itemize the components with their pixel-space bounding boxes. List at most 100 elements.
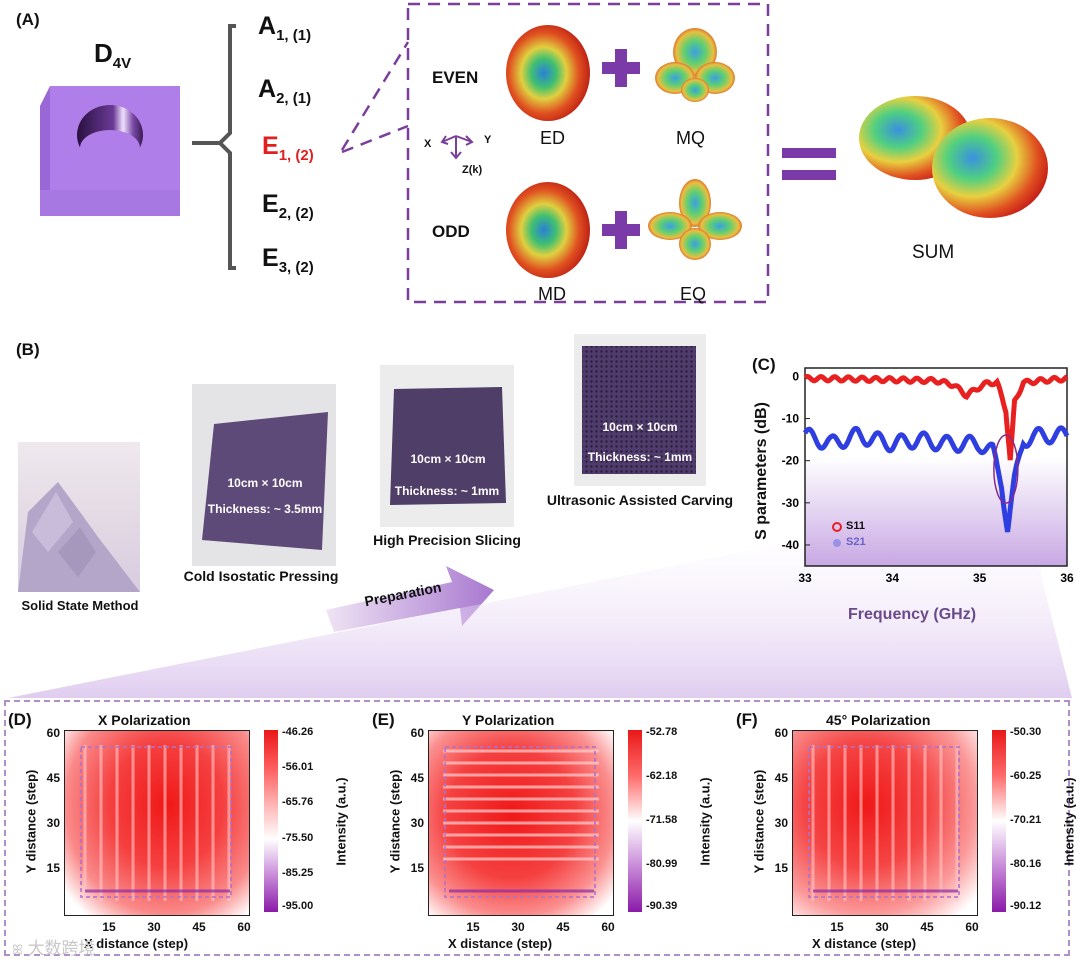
s21-series-line (802, 425, 1070, 533)
plus-icon-bottom (602, 211, 640, 249)
heatmap-plot (64, 730, 250, 916)
heatmap-xtick: 15 (102, 920, 116, 934)
heatmap-panel-letter: (F) (736, 710, 758, 729)
heatmap-colorbar-tick: -80.99 (646, 858, 678, 870)
heatmap-ytick: 45 (774, 771, 788, 785)
heatmap-colorbar (264, 730, 278, 912)
step-slicing-caption: High Precision Slicing (373, 532, 521, 548)
heatmap-xtick: 60 (965, 920, 979, 934)
d4v-unit-cell-illustration (40, 86, 180, 216)
heatmap-colorbar-tick: -95.00 (282, 900, 314, 912)
preparation-arrow (326, 566, 494, 632)
irrep-e2: E2, (2) (262, 190, 314, 222)
heatmap-colorbar-tick: -62.18 (646, 770, 678, 782)
mq-label: MQ (676, 128, 705, 148)
heatmap-panel-frame (4, 700, 1070, 956)
heatmap-ylabel: Y distance (step) (751, 769, 767, 874)
heatmap-colorbar-label: Intensity (a.u.) (1061, 777, 1077, 866)
heatmap-xtick: 45 (192, 920, 206, 934)
irrep-a2: A2, (1) (258, 75, 312, 107)
c-ytick: -10 (782, 412, 800, 426)
pressing-thickness-text: Thickness: ~ 3.5mm (207, 502, 323, 516)
c-ytick: -40 (782, 538, 800, 552)
heatmap-panel-e: (E) Y Polarization 60 45 30 15 15 30 45 60 X dista… (372, 706, 713, 954)
heatmap-ytick: 30 (410, 816, 424, 830)
slicing-size-text: 10cm × 10cm (410, 452, 486, 466)
heatmap-panel-letter: (E) (372, 710, 395, 729)
legend-s21-marker (833, 539, 841, 547)
c-xlabel: Frequency (GHz) (848, 606, 977, 623)
heatmap-xtick: 45 (556, 920, 570, 934)
heatmap-ytick: 60 (410, 726, 424, 740)
heatmap-colorbar-label: Intensity (a.u.) (697, 777, 713, 866)
ed-pattern (506, 25, 590, 121)
heatmap-colorbar-tick: -46.26 (282, 726, 314, 738)
heatmap-xlabel: X distance (step) (84, 936, 189, 951)
heatmap-title: Y Polarization (462, 712, 555, 728)
carving-size-text: 10cm × 10cm (602, 420, 678, 434)
heatmap-plot (792, 730, 978, 916)
step-carving-caption: Ultrasonic Assisted Carving (546, 492, 734, 508)
heatmap-ytick: 30 (774, 816, 788, 830)
plus-icon-top (602, 49, 640, 87)
heatmap-xtick: 60 (237, 920, 251, 934)
group-label: D4V (94, 38, 132, 73)
heatmap-ytick: 45 (46, 771, 60, 785)
heatmap-xtick: 30 (511, 920, 525, 934)
heatmap-xtick: 30 (147, 920, 161, 934)
heatmap-plot (428, 730, 614, 916)
heatmap-colorbar (992, 730, 1006, 912)
heatmap-title: X Polarization (98, 712, 191, 728)
heatmap-colorbar-tick: -85.25 (282, 866, 314, 879)
sliced-tile (390, 387, 506, 505)
heatmap-pattern (443, 746, 599, 898)
legend-s21-label: S21 (846, 536, 866, 548)
heatmap-colorbar-tick: -75.50 (282, 831, 314, 844)
heatmap-ytick: 30 (46, 816, 60, 830)
even-label: EVEN (432, 68, 479, 87)
heatmap-colorbar-tick: -70.21 (1010, 814, 1042, 826)
c-xtick: 36 (1060, 571, 1074, 585)
heatmap-title: 45° Polarization (826, 712, 931, 728)
heatmap-xtick: 45 (920, 920, 934, 934)
panel-c-label: (C) (752, 355, 776, 374)
heatmap-panel-letter: (D) (8, 710, 32, 729)
heatmap-colorbar-tick: -90.12 (1010, 900, 1042, 912)
c-xtick: 33 (798, 571, 812, 585)
heatmap-ytick: 15 (46, 861, 60, 875)
heatmap-colorbar-tick: -52.78 (646, 726, 678, 738)
pressed-tile (202, 412, 328, 550)
heatmap-colorbar-tick: -60.25 (1010, 770, 1042, 782)
heatmap-xlabel: X distance (step) (448, 936, 553, 951)
heatmap-ytick: 15 (774, 861, 788, 875)
equals-icon (782, 148, 836, 180)
heatmap-colorbar-label: Intensity (a.u.) (333, 777, 349, 866)
s11-series-line (803, 374, 1069, 461)
carved-tile (582, 346, 696, 474)
odd-label: ODD (432, 222, 470, 241)
heatmap-panel-f: (F) 45° Polarization 60 45 30 15 15 30 45 60 X dis… (736, 706, 1077, 954)
heatmap-colorbar-tick: -80.16 (1010, 858, 1042, 870)
carving-thickness-text: Thickness: ~ 1mm (587, 450, 693, 464)
mq-pattern (655, 28, 735, 102)
c-ytick: 0 (792, 369, 799, 383)
heatmap-colorbar (628, 730, 642, 912)
eq-pattern (648, 179, 742, 260)
heatmap-ylabel: Y distance (step) (387, 769, 403, 874)
c-xtick: 35 (973, 571, 987, 585)
irrep-e3: E3, (2) (262, 244, 314, 276)
axis-z-label: Z(k) (462, 164, 483, 176)
watermark-icon: ꕤ (12, 942, 23, 957)
irrep-e1-highlighted: E1, (2) (262, 132, 314, 164)
md-pattern (506, 182, 590, 278)
c-ylabel: S parameters (dB) (753, 402, 770, 540)
md-label: MD (538, 284, 566, 304)
powder-photo (18, 442, 140, 592)
axes-icon (440, 135, 474, 160)
eq-label: EQ (680, 284, 707, 304)
multipole-box-outline (340, 2, 770, 304)
slicing-thickness-text: Thickness: ~ 1mm (394, 484, 500, 498)
irrep-a1: A1, (1) (258, 12, 312, 44)
legend-s11-marker (832, 522, 842, 532)
s-parameter-chart: 0 -10 -20 -30 -40 33 34 35 36 (782, 367, 1074, 585)
